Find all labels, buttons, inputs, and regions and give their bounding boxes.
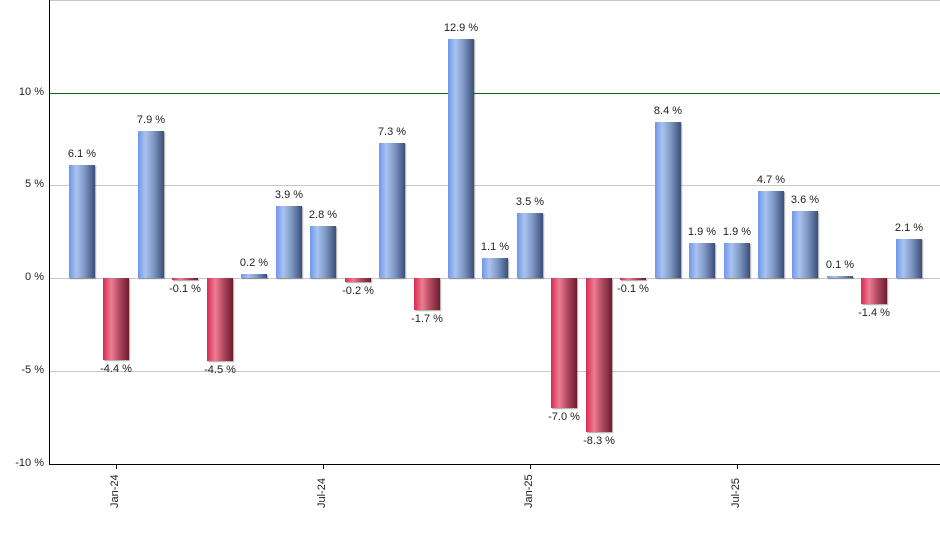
gridline	[50, 278, 940, 279]
value-label: -1.4 %	[858, 307, 890, 319]
bar-apr-24	[207, 278, 233, 361]
bar-jun-25	[689, 243, 715, 278]
bar-jun-24	[276, 206, 302, 278]
x-tick-label: Jul-25	[730, 478, 742, 508]
x-tick-mark	[323, 465, 324, 469]
bar-dec-24	[482, 258, 508, 278]
value-label: 7.3 %	[377, 126, 407, 138]
y-tick-label: 5 %	[25, 178, 44, 190]
gridline	[50, 185, 940, 186]
bar-aug-24	[345, 278, 371, 282]
value-label: 1.9 %	[722, 226, 752, 238]
value-label: -8.3 %	[583, 435, 615, 447]
y-tick-label: 10 %	[18, 86, 44, 98]
value-label: 1.9 %	[687, 226, 717, 238]
x-tick-label: Jan-25	[523, 474, 535, 508]
x-tick-label: Jan-24	[109, 474, 121, 508]
y-axis-line	[49, 0, 50, 465]
value-label: 7.9 %	[136, 114, 166, 126]
bar-oct-25	[827, 276, 853, 278]
bar-may-25	[655, 122, 681, 278]
bar-apr-25	[620, 278, 646, 280]
bar-sep-24	[379, 143, 405, 278]
bar-mar-24	[172, 278, 198, 280]
value-label: 4.7 %	[756, 174, 786, 186]
bar-dec-25	[896, 239, 922, 278]
value-label: -0.2 %	[342, 285, 374, 297]
bar-mar-25	[586, 278, 612, 432]
bar-jul-24	[310, 226, 336, 278]
value-label: 3.5 %	[515, 196, 545, 208]
value-label: -4.5 %	[204, 364, 236, 376]
value-label: 3.6 %	[790, 194, 820, 206]
x-axis-line	[49, 464, 940, 465]
y-tick-label: 0 %	[25, 271, 44, 283]
y-tick-label: -10 %	[15, 457, 44, 469]
value-label: -0.1 %	[617, 283, 649, 295]
bar-aug-25	[758, 191, 784, 278]
value-label: -7.0 %	[548, 411, 580, 423]
value-label: 1.1 %	[480, 241, 510, 253]
value-label: -4.4 %	[100, 363, 132, 375]
bar-sep-25	[792, 211, 818, 278]
y-tick-label: -5 %	[21, 364, 44, 376]
value-label: 0.1 %	[825, 259, 855, 271]
value-label: -0.1 %	[169, 283, 201, 295]
value-label: 0.2 %	[239, 257, 269, 269]
bar-jan-24	[103, 278, 129, 360]
value-label: 2.8 %	[308, 209, 338, 221]
value-label: 12.9 %	[443, 22, 479, 34]
x-tick-mark	[737, 465, 738, 469]
bar-nov-25	[861, 278, 887, 304]
value-label: -1.7 %	[411, 313, 443, 325]
gridline	[50, 371, 940, 372]
bar-feb-24	[138, 131, 164, 278]
value-label: 6.1 %	[67, 148, 97, 160]
bar-may-24	[241, 274, 267, 278]
x-tick-label: Jul-24	[316, 478, 328, 508]
x-tick-mark	[530, 465, 531, 469]
value-label: 3.9 %	[274, 189, 304, 201]
bar-jan-25	[517, 213, 543, 278]
gridline	[50, 0, 940, 1]
value-label: 8.4 %	[653, 105, 683, 117]
bar-nov-24	[448, 39, 474, 278]
bar-feb-25	[551, 278, 577, 408]
x-tick-mark	[116, 465, 117, 469]
reference-line-10pct	[50, 93, 940, 94]
bar-dec-23	[69, 165, 95, 278]
value-label: 2.1 %	[894, 222, 924, 234]
bar-jul-25	[724, 243, 750, 278]
bar-oct-24	[414, 278, 440, 310]
